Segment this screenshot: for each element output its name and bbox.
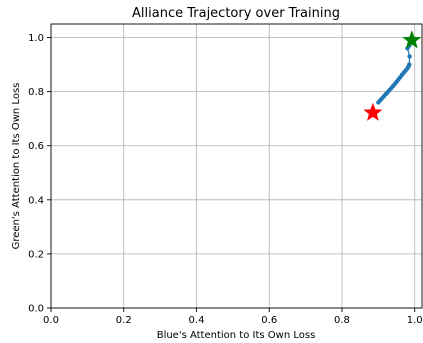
start-star-marker bbox=[363, 102, 383, 121]
x-tick-label: 0.4 bbox=[189, 315, 205, 326]
x-tick-label: 1.0 bbox=[407, 315, 423, 326]
chart-title: Alliance Trajectory over Training bbox=[132, 6, 340, 21]
y-tick-label: 0.2 bbox=[28, 249, 44, 260]
x-tick-label: 0.6 bbox=[261, 315, 277, 326]
x-tick-label: 0.8 bbox=[334, 315, 350, 326]
trajectory-line bbox=[377, 42, 412, 103]
y-tick-label: 0.6 bbox=[28, 141, 44, 152]
trajectory-point bbox=[407, 62, 412, 67]
y-axis-label: Green's Attention to Its Own Loss bbox=[11, 83, 22, 250]
x-tick-label: 0.0 bbox=[43, 315, 59, 326]
y-tick-label: 0.4 bbox=[28, 195, 44, 206]
y-tick-label: 0.8 bbox=[28, 87, 44, 98]
trajectory-series bbox=[376, 40, 414, 105]
grid bbox=[50, 24, 422, 309]
plot-frame bbox=[50, 23, 423, 309]
endpoint-markers bbox=[363, 30, 422, 121]
trajectory-point bbox=[407, 54, 412, 59]
x-tick-label: 0.2 bbox=[116, 315, 132, 326]
y-tick-label: 1.0 bbox=[28, 33, 44, 44]
y-tick-label: 0.0 bbox=[28, 304, 44, 315]
end-star-marker bbox=[402, 30, 422, 49]
axis-ticks: 0.0 0.2 0.4 0.6 0.8 1.0 0.0 0.2 0.4 0.6 0.8 1.0 bbox=[28, 33, 423, 326]
x-axis-label: Blue's Attention to Its Own Loss bbox=[157, 330, 316, 341]
